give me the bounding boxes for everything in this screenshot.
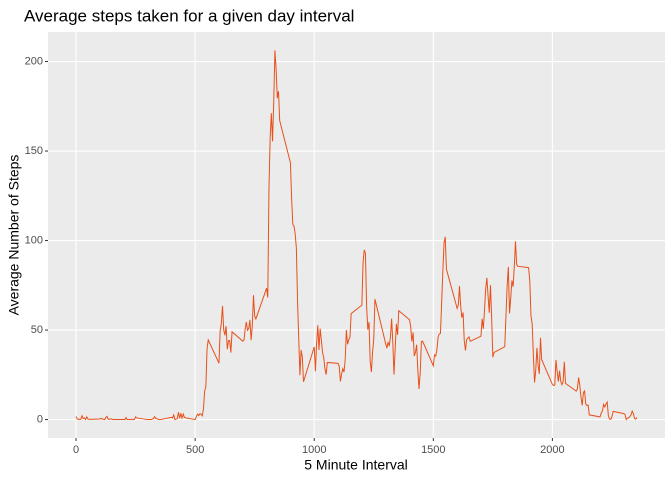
panel (48, 32, 665, 438)
x-tick-label: 0 (73, 444, 79, 456)
x-tick-label: 500 (186, 444, 204, 456)
x-axis-label: 5 Minute Interval (304, 457, 408, 473)
x-tick-label: 1500 (421, 444, 445, 456)
y-tick-label: 100 (25, 234, 43, 246)
plot (75, 50, 638, 421)
y-tick-label: 150 (25, 145, 43, 157)
x-tick-label: 2000 (540, 444, 564, 456)
chart-title: Average steps taken for a given day inte… (24, 6, 354, 25)
y-tick-label: 200 (25, 55, 43, 67)
y-tick-label: 0 (37, 413, 43, 425)
x-tick-label: 1000 (302, 444, 326, 456)
y-tick-label: 50 (31, 324, 43, 336)
y-axis-label: Average Number of Steps (6, 155, 22, 316)
grid (48, 32, 665, 438)
data-line (75, 50, 638, 421)
